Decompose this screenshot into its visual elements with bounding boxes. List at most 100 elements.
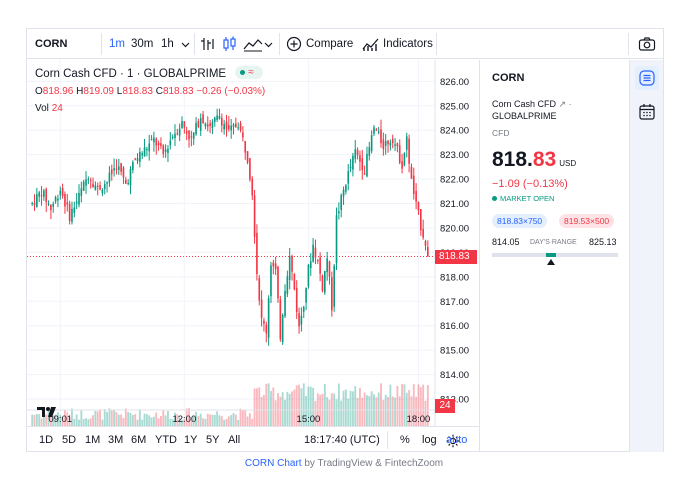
candle-body [394, 144, 396, 146]
candle-style-icon[interactable] [222, 36, 238, 52]
volume-bar [115, 412, 118, 426]
volume-bar [340, 400, 343, 426]
candle-body [129, 169, 132, 186]
candle-body [206, 124, 209, 127]
candle-body [242, 132, 244, 138]
volume-bar [138, 409, 141, 426]
volume-bar [356, 397, 359, 426]
indicators-button[interactable]: Indicators [383, 38, 433, 50]
price-tick-label: 817.00 [440, 297, 469, 308]
chevron-down-icon[interactable] [264, 40, 273, 49]
range-ytd-button[interactable]: YTD [155, 434, 177, 446]
range-6m-button[interactable]: 6M [131, 434, 147, 446]
external-link-icon[interactable]: ↗ [558, 99, 567, 109]
symbol-search-button[interactable]: CORN [35, 38, 68, 50]
candle-body [122, 167, 125, 178]
volume-bar [192, 415, 195, 426]
candle-body [230, 125, 232, 131]
volume-bar [183, 418, 186, 426]
candle-body [174, 133, 176, 139]
candle-body [43, 190, 45, 197]
candle-body [253, 195, 256, 237]
candle-body [340, 195, 343, 210]
camera-icon[interactable] [638, 36, 656, 52]
time-tick-label: 12:00 [172, 414, 196, 425]
volume-bar [92, 415, 94, 426]
candle-body [160, 143, 162, 146]
compare-button[interactable]: Compare [306, 38, 354, 50]
tradingview-logo[interactable] [37, 405, 57, 419]
utc-clock[interactable]: 18:17:40 (UTC) [304, 434, 380, 446]
range-5y-button[interactable]: 5Y [206, 434, 220, 446]
range-5d-button[interactable]: 5D [62, 434, 77, 446]
candle-body [101, 189, 104, 194]
candle-body [270, 265, 272, 297]
candle-body [419, 209, 422, 231]
percent-scale-toggle[interactable]: % [400, 434, 410, 446]
volume-bar [281, 392, 284, 426]
range-1y-button[interactable]: 1Y [184, 434, 198, 446]
log-scale-toggle[interactable]: log [422, 434, 437, 446]
volume-bar [398, 396, 401, 426]
symbol-details-panel: CORN Corn Cash CFD ↗ · GLOBALPRIME CFD 8… [479, 60, 629, 452]
candle-body [293, 273, 296, 290]
auto-scale-toggle[interactable]: auto [446, 434, 468, 446]
legend-title: Corn Cash CFD · 1 · GLOBALPRIME [35, 68, 227, 80]
candle-body [323, 270, 326, 293]
candle-body [82, 181, 85, 191]
panel-price: 818.83 USD [492, 148, 576, 172]
chart-canvas[interactable]: 826.00 825.00 824.00 823.00 822.00 821.00 820.… [27, 60, 479, 426]
range-1d-button[interactable]: 1D [39, 434, 54, 446]
volume-bar [244, 409, 247, 426]
candle-body [361, 158, 364, 171]
price-tick-label: 824.00 [440, 126, 469, 137]
candle-body [391, 138, 394, 143]
bar-style-icon[interactable] [200, 36, 216, 52]
price-chart[interactable]: 826.00 825.00 824.00 823.00 822.00 821.00 820.… [27, 60, 477, 448]
volume-bar [195, 411, 197, 426]
candle-body [38, 192, 41, 197]
gear-icon[interactable] [446, 434, 460, 448]
timeframe-1m-button[interactable]: 1m [109, 38, 125, 50]
price-tick-label: 823.00 [440, 150, 469, 161]
range-1m-button[interactable]: 1M [85, 434, 101, 446]
candle-body [272, 262, 275, 267]
chart-link[interactable]: CORN Chart [244, 458, 302, 469]
top-toolbar: CORN 1m 30m 1h Compare Indicators [27, 29, 663, 59]
candle-body [199, 118, 202, 131]
volume-bar [342, 390, 345, 426]
low-value: 818.83 [122, 86, 153, 97]
chevron-down-icon[interactable] [181, 40, 190, 49]
volume-bar [265, 383, 268, 426]
area-style-icon[interactable] [243, 36, 263, 52]
plus-circle-icon[interactable] [286, 36, 302, 52]
volume-bar [284, 399, 286, 426]
candle-body [408, 138, 410, 164]
volume-bar [230, 415, 233, 426]
volume-bar [197, 416, 200, 426]
time-tick-label: 15:00 [297, 414, 321, 425]
candle-body [284, 290, 286, 317]
timeframe-30m-button[interactable]: 30m [131, 38, 154, 50]
volume-bar [42, 413, 45, 426]
volume-bar [54, 414, 57, 426]
range-all-button[interactable]: All [228, 434, 241, 446]
volume-bar [361, 397, 364, 426]
volume-bar [59, 414, 62, 426]
watchlist-button[interactable] [635, 66, 659, 90]
candle-body [113, 168, 115, 171]
change-value: −0.26 (−0.03%) [196, 86, 266, 97]
indicators-icon[interactable] [362, 36, 380, 52]
calendar-icon[interactable] [638, 103, 656, 121]
right-sidebar [629, 60, 663, 452]
price-currency: USD [559, 159, 577, 168]
volume-bar [251, 418, 254, 426]
volume-bar [258, 387, 261, 426]
volume-bar [274, 400, 277, 426]
volume-bar [272, 387, 275, 426]
range-3m-button[interactable]: 3M [108, 434, 124, 446]
candle-body [50, 204, 52, 211]
candle-body [249, 158, 251, 180]
panel-description: Corn Cash CFD [492, 99, 557, 109]
timeframe-1h-button[interactable]: 1h [161, 38, 174, 50]
